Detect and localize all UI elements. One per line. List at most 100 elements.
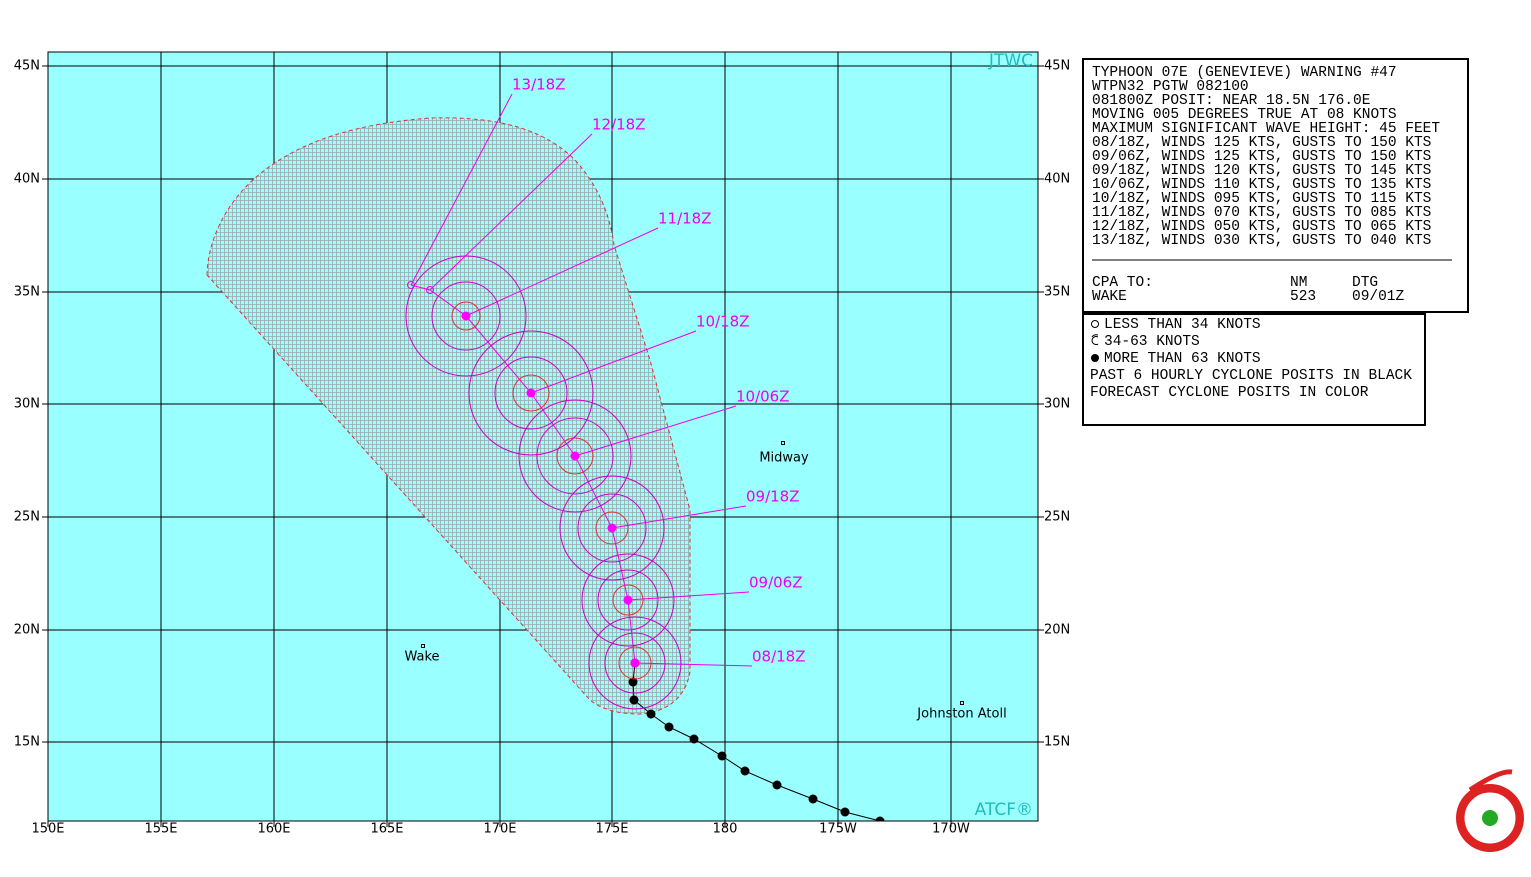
wind-radius	[556, 437, 594, 475]
lon-label: 170E	[483, 822, 516, 837]
lat-label: 35N	[14, 285, 40, 300]
forecast-posit	[630, 658, 640, 668]
lon-label: 175W	[819, 822, 857, 837]
forecast-label: 08/18Z	[752, 648, 806, 666]
lon-label: 165E	[370, 822, 403, 837]
label-leader	[574, 405, 737, 457]
cpa-header: DTG	[1352, 275, 1378, 291]
label-leader	[530, 330, 697, 394]
lat-label: 15N	[1044, 735, 1070, 750]
wind-radius	[597, 569, 659, 631]
label-leader	[611, 505, 747, 529]
forecast-posit	[607, 523, 617, 533]
wind-radius	[577, 493, 647, 563]
lon-label: 160E	[257, 822, 290, 837]
past-posit	[689, 734, 699, 744]
logo	[1456, 769, 1524, 852]
label-leader	[465, 227, 659, 317]
warning-line: 09/06Z, WINDS 125 KTS, GUSTS TO 150 KTS	[1092, 149, 1431, 165]
label-leader	[634, 662, 753, 667]
forecast-posit	[461, 311, 471, 321]
lat-label: 25N	[1044, 510, 1070, 525]
past-posit	[628, 677, 638, 687]
cpa-value: 09/01Z	[1352, 289, 1405, 305]
wind-radius	[431, 281, 501, 351]
warning-box	[1082, 58, 1469, 313]
wind-radius	[518, 399, 632, 513]
past-posit	[629, 695, 639, 705]
past-posit	[740, 766, 750, 776]
legend-item: FORECAST CYCLONE POSITS IN COLOR	[1090, 385, 1369, 401]
wind-radius	[536, 417, 614, 495]
lon-label: 175E	[595, 822, 628, 837]
lat-label: 40N	[14, 172, 40, 187]
wind-radius	[559, 475, 665, 581]
wind-radius	[494, 356, 568, 430]
forecast-posit	[623, 595, 633, 605]
wind-radius	[468, 330, 594, 456]
wind-radius	[512, 374, 550, 412]
cpa-header: CPA TO:	[1092, 275, 1153, 291]
lon-label: 155E	[144, 822, 177, 837]
cpa-header: NM	[1290, 275, 1307, 291]
past-posit	[664, 722, 674, 732]
track	[405, 93, 885, 821]
legend-icon	[1091, 334, 1099, 345]
place-marker	[960, 701, 964, 705]
warning-line: MAXIMUM SIGNIFICANT WAVE HEIGHT: 45 FEET	[1092, 121, 1440, 137]
label-leader	[429, 133, 593, 291]
lon-label: 150E	[31, 822, 64, 837]
lon-label: 170W	[932, 822, 970, 837]
lat-label: 40N	[1044, 172, 1070, 187]
forecast-label: 13/18Z	[512, 76, 566, 94]
warning-line: 10/18Z, WINDS 095 KTS, GUSTS TO 115 KTS	[1092, 191, 1431, 207]
warning-line: WTPN32 PGTW 082100	[1092, 79, 1249, 95]
forecast-posit	[407, 281, 415, 289]
warning-line: 13/18Z, WINDS 030 KTS, GUSTS TO 040 KTS	[1092, 233, 1431, 249]
place-label: Johnston Atoll	[916, 707, 1006, 722]
warning-line: TYPHOON 07E (GENEVIEVE) WARNING #47	[1092, 65, 1397, 81]
forecast-label: 12/18Z	[592, 116, 646, 134]
place-label: Wake	[404, 650, 439, 665]
forecast-label: 11/18Z	[658, 210, 712, 228]
watermark: ATCF®	[975, 800, 1033, 820]
past-posit	[840, 807, 850, 817]
lat-label: 30N	[14, 397, 40, 412]
label-leader	[410, 93, 513, 286]
forecast-label: 10/06Z	[736, 388, 790, 406]
place-marker	[421, 644, 425, 648]
lon-label: 180	[713, 822, 738, 837]
forecast-label: 09/18Z	[746, 488, 800, 506]
legend-icon	[1091, 354, 1099, 362]
watermark: JTWC	[988, 51, 1033, 71]
wind-radius	[581, 553, 675, 647]
lat-label: 25N	[14, 510, 40, 525]
legend-item: LESS THAN 34 KNOTS	[1104, 317, 1261, 333]
warning-line: 08/18Z, WINDS 125 KTS, GUSTS TO 150 KTS	[1092, 135, 1431, 151]
past-posit	[875, 816, 885, 821]
wind-radius	[604, 632, 666, 694]
wind-radius	[451, 301, 481, 331]
lat-label: 15N	[14, 735, 40, 750]
place-marker	[781, 441, 785, 445]
legend-box	[1082, 313, 1426, 426]
warning-line: 10/06Z, WINDS 110 KTS, GUSTS TO 135 KTS	[1092, 177, 1431, 193]
legend-icon	[1091, 320, 1099, 328]
label-leader	[627, 591, 750, 601]
past-posit	[717, 751, 727, 761]
forecast-posit	[526, 388, 536, 398]
wind-radius	[595, 511, 629, 545]
warning-line: 09/18Z, WINDS 120 KTS, GUSTS TO 145 KTS	[1092, 163, 1431, 179]
cpa-value: 523	[1290, 289, 1316, 305]
warning-line: MOVING 005 DEGREES TRUE AT 08 KNOTS	[1092, 107, 1397, 123]
lat-label: 20N	[14, 623, 40, 638]
forecast-posit	[426, 286, 434, 294]
forecast-posit	[570, 451, 580, 461]
warning-line: 12/18Z, WINDS 050 KTS, GUSTS TO 065 KTS	[1092, 219, 1431, 235]
forecast-label: 09/06Z	[749, 574, 803, 592]
forecast-label: 10/18Z	[696, 313, 750, 331]
lat-label: 30N	[1044, 397, 1070, 412]
legend-item: MORE THAN 63 KNOTS	[1104, 351, 1261, 367]
cpa-value: WAKE	[1092, 289, 1127, 305]
